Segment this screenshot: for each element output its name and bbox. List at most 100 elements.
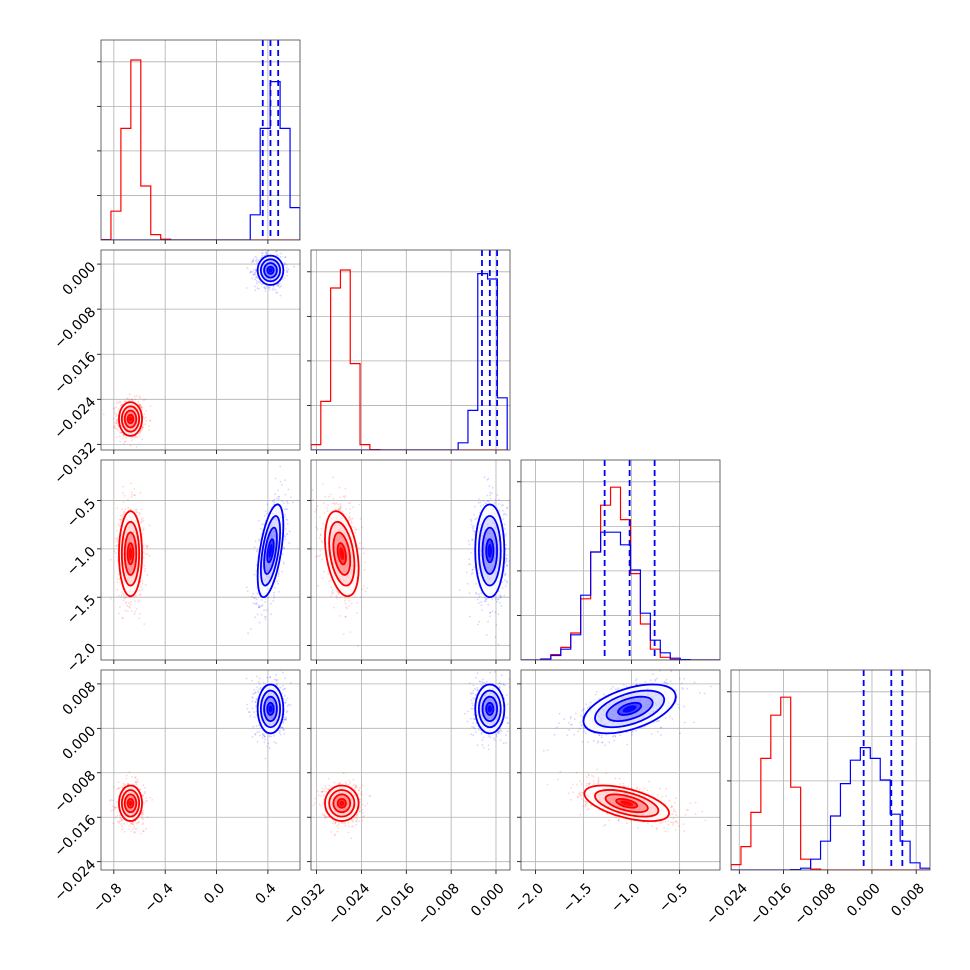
scatter-point (141, 409, 144, 411)
scatter-point (499, 596, 502, 599)
scatter-point (264, 615, 267, 618)
scatter-point (142, 527, 145, 530)
scatter-point (110, 799, 112, 801)
scatter-point (267, 286, 270, 289)
scatter-point (500, 595, 502, 597)
scatter-point (485, 598, 488, 600)
scatter-point (283, 732, 286, 735)
scatter-point (483, 600, 486, 603)
scatter-point (478, 620, 480, 623)
scatter-point (117, 425, 119, 428)
scatter-point (487, 603, 490, 606)
scatter-point (506, 564, 508, 567)
scatter-point (489, 494, 492, 496)
scatter-point (148, 554, 151, 557)
contour-blue-0 (266, 538, 275, 564)
scatter-point (133, 825, 136, 828)
scatter-point (140, 406, 143, 409)
scatter-point (121, 828, 123, 831)
scatter-point (138, 599, 140, 602)
histogram-blue-2 (521, 531, 720, 660)
contour-blue-1 (263, 526, 278, 575)
contour-blue-2 (259, 515, 282, 587)
scatter-point (283, 276, 286, 279)
scatter-point (140, 508, 143, 511)
scatter-point (265, 512, 268, 515)
scatter-point (281, 726, 284, 729)
scatter-point (482, 500, 485, 502)
scatter-point (116, 529, 118, 532)
scatter-point (330, 595, 332, 598)
scatter-point (149, 419, 152, 422)
scatter-point (470, 552, 472, 554)
scatter-point (121, 517, 124, 519)
scatter-point (133, 612, 136, 615)
scatter-point (255, 280, 258, 282)
density-core-red (339, 547, 345, 561)
scatter-point (145, 416, 147, 419)
scatter-point (331, 593, 333, 595)
scatter-point (255, 270, 258, 273)
scatter-point (109, 799, 111, 802)
scatter-point (139, 404, 142, 407)
scatter-point (473, 566, 475, 568)
scatter-point (316, 528, 319, 531)
scatter-point (511, 606, 513, 608)
scatter-point (112, 799, 114, 802)
scatter-point (126, 397, 128, 400)
contour-red-0 (126, 542, 135, 566)
scatter-point (494, 636, 497, 638)
scatter-point (328, 495, 330, 498)
scatter-point (128, 771, 131, 773)
scatter-point (144, 398, 146, 401)
contour-red-3 (118, 401, 143, 437)
scatter-point (266, 746, 269, 748)
scatter-point (349, 502, 352, 504)
scatter-point (354, 596, 356, 599)
scatter-point (286, 270, 289, 273)
scatter-point (470, 523, 473, 526)
scatter-point (318, 555, 321, 557)
scatter-point (337, 591, 340, 594)
scatter-point (117, 402, 120, 404)
scatter-point (276, 497, 278, 500)
scatter-point (116, 556, 118, 559)
scatter-point (142, 818, 145, 821)
scatter-point (254, 289, 257, 292)
scatter-point (146, 546, 149, 549)
scatter-point (148, 524, 151, 527)
scatter-point (285, 271, 288, 274)
scatter-point (275, 680, 278, 683)
scatter-point (133, 831, 136, 833)
scatter-point (120, 595, 123, 598)
scatter-point (129, 822, 132, 824)
scatter-point (258, 606, 261, 609)
contour-blue-0 (266, 265, 275, 275)
scatter-point (497, 498, 500, 501)
scatter-point (282, 562, 285, 565)
scatter-point (255, 705, 257, 708)
scatter-point (266, 252, 268, 255)
scatter-point (284, 256, 286, 259)
scatter-point (121, 508, 124, 510)
scatter-point (501, 581, 503, 583)
scatter-point (495, 624, 498, 626)
panel-frame-0-0 (100, 39, 301, 241)
scatter-point (491, 610, 494, 612)
scatter-point (315, 555, 317, 558)
scatter-point (348, 600, 351, 602)
scatter-point (112, 786, 115, 788)
scatter-point (123, 442, 126, 445)
scatter-point (339, 496, 342, 499)
scatter-point (469, 563, 472, 566)
histogram-red-2 (521, 486, 720, 660)
scatter-point (277, 573, 280, 575)
scatter-point (255, 260, 258, 263)
scatter-point (135, 828, 138, 830)
scatter-point (282, 561, 285, 563)
contour-red-3 (324, 510, 360, 598)
scatter-point (138, 403, 141, 406)
scatter-point (134, 781, 137, 783)
scatter-point (319, 534, 322, 537)
scatter-point (324, 495, 327, 498)
